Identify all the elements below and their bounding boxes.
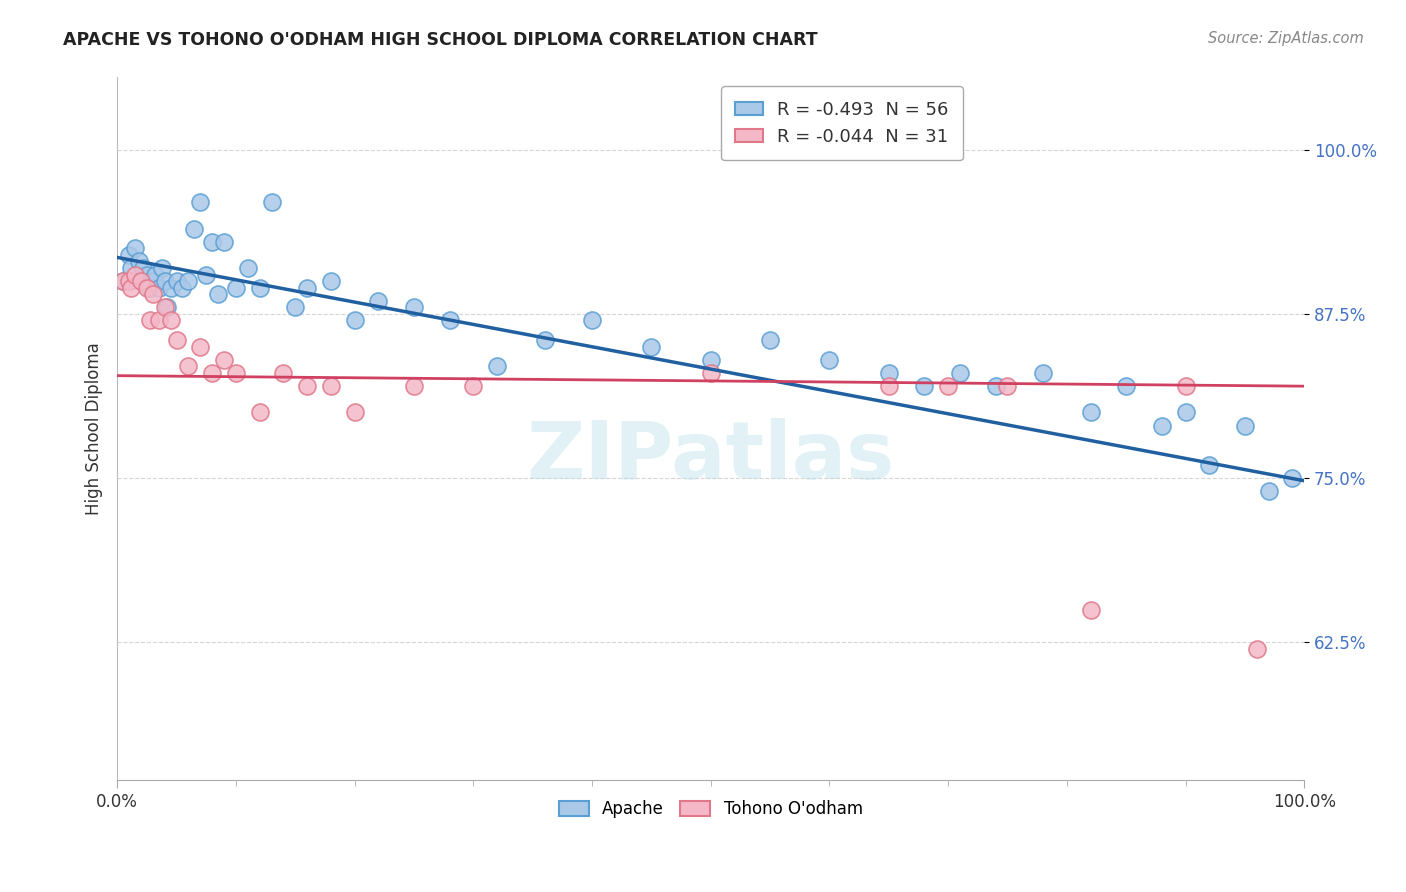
Point <box>201 235 224 249</box>
Point <box>128 254 150 268</box>
Point <box>818 352 841 367</box>
Point <box>295 379 318 393</box>
Point <box>936 379 959 393</box>
Point <box>148 313 170 327</box>
Point <box>402 301 425 315</box>
Point <box>129 274 152 288</box>
Y-axis label: High School Diploma: High School Diploma <box>86 343 103 516</box>
Point <box>150 260 173 275</box>
Point <box>319 379 342 393</box>
Point <box>1233 418 1256 433</box>
Legend: Apache, Tohono O'odham: Apache, Tohono O'odham <box>553 793 869 825</box>
Point <box>183 221 205 235</box>
Point <box>207 287 229 301</box>
Point <box>159 313 181 327</box>
Point <box>153 274 176 288</box>
Point <box>135 268 157 282</box>
Point <box>273 366 295 380</box>
Point <box>236 260 259 275</box>
Point <box>143 268 166 282</box>
Point <box>142 274 165 288</box>
Point <box>148 280 170 294</box>
Point <box>1246 641 1268 656</box>
Point <box>1032 366 1054 380</box>
Point <box>188 195 211 210</box>
Point <box>997 379 1019 393</box>
Point <box>156 301 179 315</box>
Point <box>1257 484 1279 499</box>
Point <box>295 280 318 294</box>
Point <box>581 313 603 327</box>
Point <box>1115 379 1137 393</box>
Point <box>343 313 366 327</box>
Point <box>153 301 176 315</box>
Point <box>912 379 935 393</box>
Point <box>640 340 662 354</box>
Point <box>249 280 271 294</box>
Point <box>212 235 235 249</box>
Point <box>699 366 721 380</box>
Point <box>118 274 141 288</box>
Text: ZIPatlas: ZIPatlas <box>527 418 894 496</box>
Point <box>201 366 224 380</box>
Point <box>260 195 283 210</box>
Text: APACHE VS TOHONO O'ODHAM HIGH SCHOOL DIPLOMA CORRELATION CHART: APACHE VS TOHONO O'ODHAM HIGH SCHOOL DIP… <box>63 31 818 49</box>
Point <box>188 340 211 354</box>
Point <box>129 274 152 288</box>
Point <box>112 274 135 288</box>
Point <box>1281 471 1303 485</box>
Point <box>759 333 782 347</box>
Point <box>112 274 135 288</box>
Point <box>159 280 181 294</box>
Point <box>139 313 162 327</box>
Point <box>533 333 555 347</box>
Point <box>284 301 307 315</box>
Point <box>195 268 218 282</box>
Point <box>877 366 900 380</box>
Point <box>142 287 165 301</box>
Point <box>120 280 142 294</box>
Point <box>166 274 188 288</box>
Point <box>177 359 200 374</box>
Point <box>166 333 188 347</box>
Point <box>1174 379 1197 393</box>
Point <box>486 359 509 374</box>
Point <box>319 274 342 288</box>
Point <box>463 379 485 393</box>
Point <box>1080 602 1102 616</box>
Point <box>1150 418 1173 433</box>
Point <box>249 405 271 419</box>
Point <box>984 379 1007 393</box>
Point <box>124 268 146 282</box>
Point <box>1080 405 1102 419</box>
Point <box>132 260 155 275</box>
Point <box>949 366 972 380</box>
Point <box>877 379 900 393</box>
Text: Source: ZipAtlas.com: Source: ZipAtlas.com <box>1208 31 1364 46</box>
Point <box>699 352 721 367</box>
Point <box>118 248 141 262</box>
Point <box>172 280 194 294</box>
Point <box>225 280 247 294</box>
Point <box>177 274 200 288</box>
Point <box>225 366 247 380</box>
Point <box>120 260 142 275</box>
Point <box>439 313 461 327</box>
Point <box>139 280 162 294</box>
Point <box>124 241 146 255</box>
Point <box>343 405 366 419</box>
Point <box>212 352 235 367</box>
Point <box>1198 458 1220 472</box>
Point <box>367 293 389 308</box>
Point <box>1174 405 1197 419</box>
Point <box>402 379 425 393</box>
Point <box>135 280 157 294</box>
